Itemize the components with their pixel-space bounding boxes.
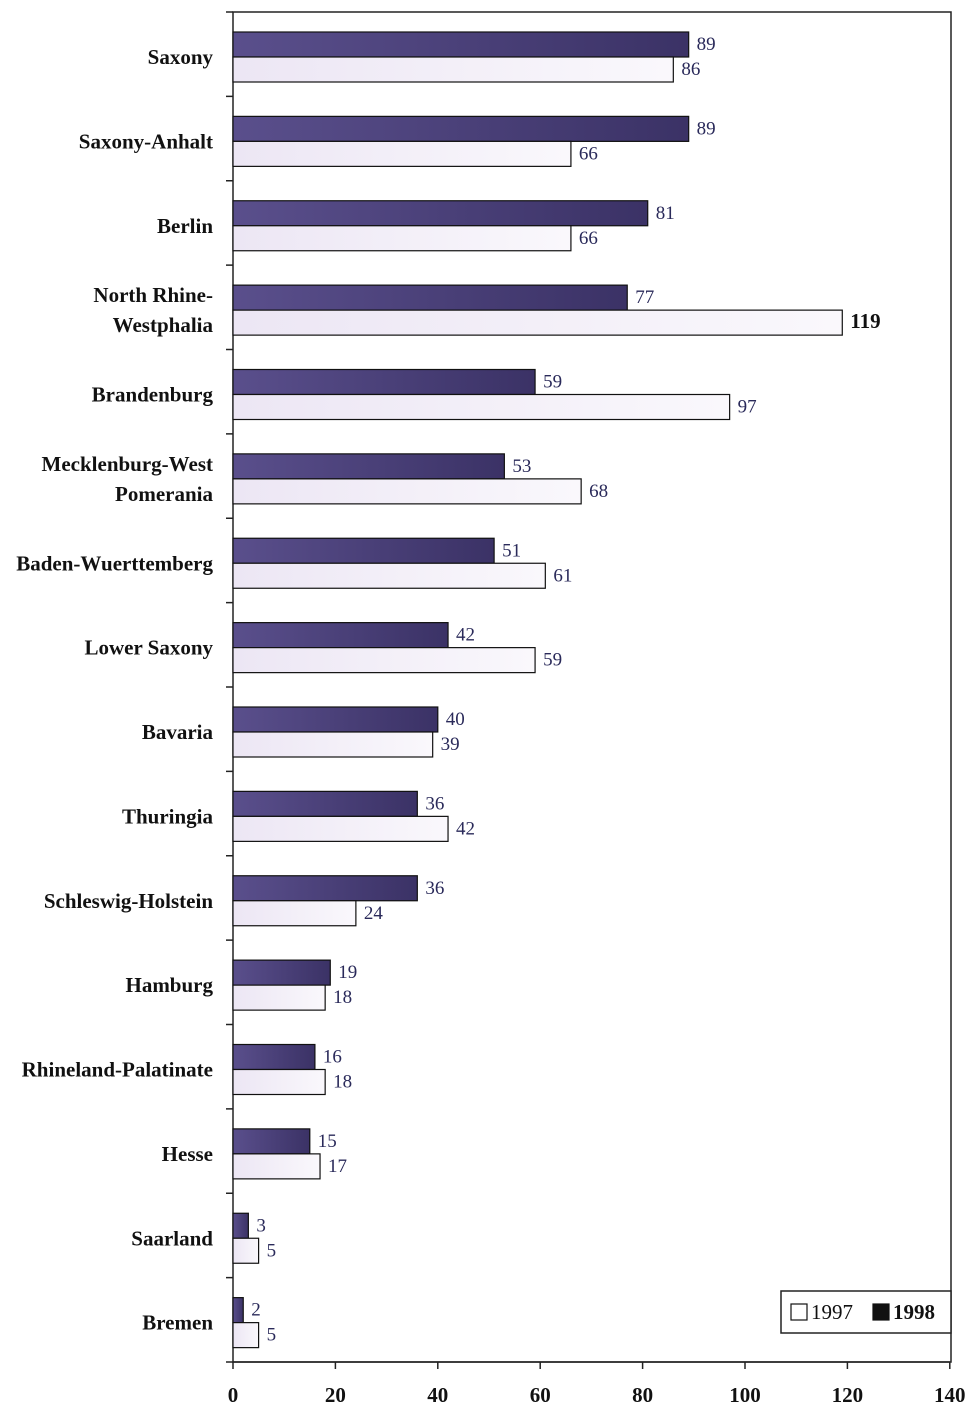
value-label-1997: 18: [333, 987, 352, 1008]
bar-1997: [232, 309, 843, 336]
bar-1998: [232, 537, 495, 564]
category-label: Bremen: [142, 1311, 213, 1335]
bar-1998: [232, 1212, 249, 1239]
value-label-1998: 2: [251, 1300, 260, 1321]
x-tick-label: 80: [632, 1383, 653, 1407]
value-label-1997: 39: [441, 734, 460, 755]
value-label-1998: 81: [656, 203, 675, 224]
bar-1997: [232, 225, 572, 252]
x-tick-label: 0: [228, 1383, 239, 1407]
value-label-1998: 19: [338, 962, 357, 983]
category-label: Bavaria: [142, 720, 214, 744]
bar-1997: [232, 1068, 326, 1096]
legend-swatch-1998: [872, 1303, 890, 1321]
value-label-1997: 5: [267, 1240, 277, 1261]
category-label: Mecklenburg-West Pomerania: [42, 452, 214, 506]
bar-1998: [232, 200, 649, 227]
value-label-1998: 15: [318, 1131, 337, 1152]
bar-1997: [232, 900, 357, 927]
category-label: Hesse: [162, 1142, 213, 1166]
value-label-1997: 66: [579, 143, 598, 164]
value-label-1998: 42: [456, 625, 475, 646]
x-tick-label: 20: [325, 1383, 346, 1407]
bar-1997: [232, 393, 731, 421]
bar-1998: [232, 1128, 311, 1155]
category-label: Rhineland-Palatinate: [22, 1058, 213, 1082]
bar-1998: [232, 284, 628, 311]
labels-layer: 89 86 Saxony 89 66 Saxony-Anhalt 81 66 Berlin 77 1…: [16, 34, 880, 1346]
bar-1998: [232, 368, 536, 396]
x-tick-label: 120: [832, 1383, 864, 1407]
value-label-1998: 36: [425, 793, 444, 814]
category-label: Saxony-Anhalt: [79, 129, 213, 153]
value-label-1998: 36: [425, 878, 444, 899]
category-label: Baden-Wuerttemberg: [16, 551, 213, 575]
legend-box: [780, 1290, 952, 1334]
bar-1998: [232, 622, 449, 649]
value-label-1998: 40: [446, 709, 465, 730]
category-label: Thuringia: [122, 804, 214, 828]
category-label: Berlin: [157, 214, 213, 238]
bar-1998: [232, 1043, 316, 1071]
category-label: Saarland: [131, 1226, 213, 1250]
value-label-1997: 18: [333, 1072, 352, 1093]
value-label-1998: 89: [697, 34, 716, 55]
category-label: Lower Saxony: [84, 636, 213, 660]
bar-1997: [232, 562, 546, 589]
value-label-1997: 42: [456, 818, 475, 839]
bar-1997: [232, 647, 536, 674]
bar-1998: [232, 790, 418, 817]
category-label: Hamburg: [125, 973, 213, 997]
value-label-1998: 77: [635, 287, 654, 308]
value-label-1997: 59: [543, 650, 562, 671]
value-label-1997: 119: [850, 309, 880, 333]
value-label-1998: 16: [323, 1047, 342, 1068]
value-label-1997: 5: [267, 1325, 277, 1346]
bar-1997: [232, 56, 674, 83]
value-label-1998: 53: [512, 456, 531, 477]
legend: 1997 1998: [780, 1290, 952, 1334]
value-label-1997: 97: [738, 397, 757, 418]
bar-1997: [232, 140, 572, 167]
legend-swatch-1997: [790, 1303, 808, 1321]
legend-label-1997: 1997: [811, 1300, 853, 1324]
category-label: Brandenburg: [92, 383, 214, 407]
bar-1998: [232, 706, 439, 733]
bar-1998: [232, 875, 418, 902]
value-label-1997: 24: [364, 903, 384, 924]
x-tick-label: 140: [934, 1383, 966, 1407]
x-tick-label: 60: [530, 1383, 551, 1407]
bar-1998: [232, 1297, 244, 1324]
bar-1997: [232, 815, 449, 842]
bar-1998: [232, 959, 331, 986]
axis-layer: 0 20 40 60 80 100 120 140: [226, 11, 966, 1407]
value-label-1997: 66: [579, 228, 598, 249]
legend-label-1998: 1998: [893, 1300, 935, 1324]
x-tick-label: 100: [729, 1383, 761, 1407]
bar-1998: [232, 31, 690, 58]
x-tick-label: 40: [427, 1383, 448, 1407]
value-label-1998: 89: [697, 118, 716, 139]
bar-1998: [232, 115, 690, 142]
bar-1997: [232, 478, 582, 505]
bar-1997: [232, 984, 326, 1011]
category-label: Saxony: [148, 45, 214, 69]
category-label: Schleswig-Holstein: [44, 889, 213, 913]
value-label-1997: 61: [553, 565, 572, 586]
bars-layer: [232, 31, 843, 1349]
bar-1997: [232, 1153, 321, 1180]
value-label-1998: 3: [256, 1215, 266, 1236]
value-label-1997: 86: [681, 59, 700, 80]
category-label: North Rhine-Westphalia: [93, 283, 213, 337]
value-label-1997: 17: [328, 1156, 347, 1177]
bar-1997: [232, 1322, 260, 1349]
value-label-1998: 51: [502, 540, 521, 561]
bar-1997: [232, 731, 434, 758]
bar-1997: [232, 1237, 260, 1264]
value-label-1997: 68: [589, 481, 608, 502]
value-label-1998: 59: [543, 372, 562, 393]
bar-1998: [232, 453, 505, 480]
